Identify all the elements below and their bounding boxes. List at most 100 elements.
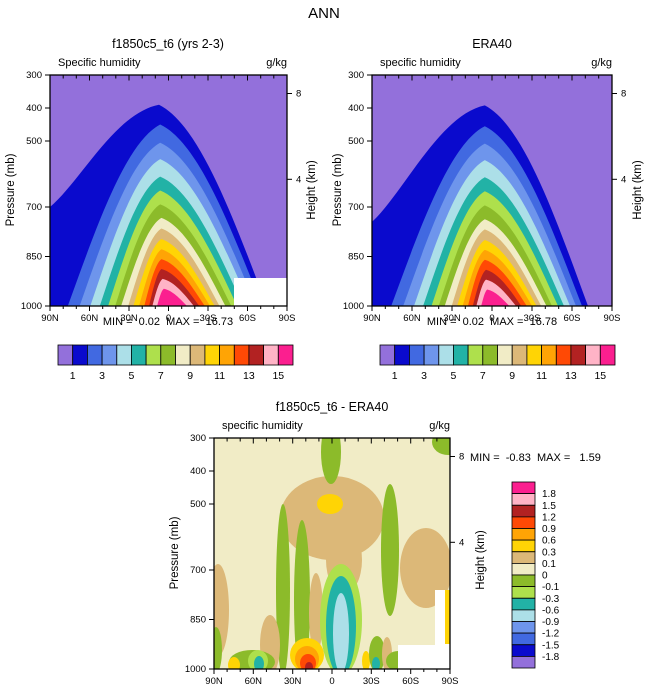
model-panel: 90N 60N 30N 0 30S 60S 90S 300 400 500 700 850 1000 8 4 (21, 70, 301, 324)
diff-panel: 90N 60N 30N 0 30S 60S 90S 300 400 500 700 850 1000 8 4 (185, 433, 464, 687)
colorbar-cell (263, 344, 279, 366)
diff-anomaly-blob (309, 573, 323, 653)
colorbar-label: 11 (214, 370, 225, 382)
colorbar-cell (219, 344, 235, 366)
colorbar-cell (511, 632, 536, 646)
height-tick-label: 4 (296, 175, 301, 186)
pressure-tick-label: 500 (26, 136, 42, 147)
diff-anomaly-blob (372, 657, 380, 669)
colorbar-label: 3 (421, 370, 427, 382)
colorbar-cell (379, 344, 396, 366)
colorbar-cell (585, 344, 601, 366)
lat-tick-label: 30S (363, 676, 380, 687)
lat-tick-label: 90N (41, 313, 59, 324)
colorbar-label: 0 (542, 571, 548, 582)
colorbar-cell (511, 574, 536, 588)
lat-tick-label: 90N (363, 313, 381, 324)
colorbar-cell (277, 344, 294, 366)
pressure-tick-label: 1000 (343, 301, 364, 312)
colorbar-horizontal: 1 3 5 7 9 11 13 15 (379, 344, 616, 382)
lat-tick-label: 90S (279, 313, 296, 324)
colorbar-label: 1 (392, 370, 398, 382)
colorbar-cell (233, 344, 250, 366)
diff-anomaly-blob (333, 593, 349, 669)
era40-minmax-text: MIN = 0.02 MAX = 16.78 (426, 316, 558, 328)
era40-panel-title: ERA40 (472, 37, 512, 51)
colorbar-label: 3 (99, 370, 105, 382)
colorbar-cell (511, 621, 536, 634)
diff-anomaly-rect (445, 590, 450, 644)
era40-field (372, 75, 612, 306)
colorbar-cell (453, 344, 469, 366)
colorbar-label: -0.6 (542, 605, 560, 616)
colorbar-label: 5 (450, 370, 456, 382)
colorbar-label: 1 (70, 370, 76, 382)
colorbar-cell (248, 344, 264, 366)
lat-tick-label: 90S (442, 676, 459, 687)
lat-tick-label: 60N (81, 313, 99, 324)
lat-tick-label: 30N (443, 313, 461, 324)
diff-anomaly-blob (228, 657, 240, 669)
pressure-tick-label: 300 (190, 433, 206, 444)
lat-tick-label: 60N (403, 313, 421, 324)
colorbar-cell (511, 528, 536, 541)
diff-pressure-axis-label: Pressure (mb) (169, 516, 181, 590)
colorbar-cell (423, 344, 440, 366)
lat-tick-label: 60N (245, 676, 263, 687)
colorbar-cell (116, 344, 132, 366)
diff-anomaly-blob (305, 662, 313, 669)
pressure-tick-label: 400 (348, 103, 364, 114)
lat-tick-label: 0 (489, 313, 494, 324)
diff-units-label: g/kg (429, 420, 450, 432)
colorbar-vertical: 1.81.51.20.90.60.30.10-0.1-0.3-0.6-0.9-1… (511, 481, 560, 669)
colorbar-cell (145, 344, 162, 366)
main-title: ANN (308, 5, 340, 22)
diff-anomaly-blob (321, 438, 341, 484)
pressure-tick-label: 400 (26, 103, 42, 114)
height-tick-label: 8 (621, 89, 626, 100)
colorbar-cell (511, 344, 528, 366)
height-tick-label: 8 (296, 89, 301, 100)
colorbar-label: -1.2 (542, 629, 560, 640)
colorbar-cell (497, 344, 513, 366)
model-border (49, 74, 288, 307)
pressure-tick-label: 1000 (21, 301, 42, 312)
colorbar-label: 15 (272, 370, 284, 382)
pressure-tick-label: 850 (348, 252, 364, 263)
colorbar-cell (467, 344, 484, 366)
colorbar-label: 9 (509, 370, 515, 382)
lat-tick-label: 90S (604, 313, 621, 324)
colorbar-cell (204, 344, 220, 366)
model-minmax-text: MIN = 0.02 MAX = 16.73 (102, 316, 234, 328)
colorbar-label: -1.8 (542, 652, 560, 663)
era40-field-label: specific humidity (380, 57, 461, 69)
colorbar-label: 11 (536, 370, 547, 382)
lat-tick-label: 0 (329, 676, 334, 687)
colorbar-cell (511, 586, 536, 599)
colorbar-cell (511, 597, 536, 611)
colorbar-horizontal: 1 3 5 7 9 11 13 15 (57, 344, 294, 382)
colorbar-cell (511, 644, 536, 657)
colorbar-cell (438, 344, 454, 366)
colorbar-label: 15 (594, 370, 606, 382)
diff-anomaly-blob (276, 504, 290, 669)
colorbar-label: 5 (128, 370, 134, 382)
colorbar-label: 9 (187, 370, 193, 382)
diff-anomaly-blob (381, 484, 399, 616)
height-tick-label: 8 (459, 452, 464, 463)
height-tick-label: 4 (459, 538, 464, 549)
colorbar-label: -0.9 (542, 617, 560, 628)
lat-tick-label: 30N (120, 313, 138, 324)
model-field-label: Specific humidity (58, 57, 141, 69)
diff-height-axis-label: Height (km) (475, 530, 487, 590)
pressure-tick-label: 400 (190, 466, 206, 477)
pressure-tick-label: 700 (190, 565, 206, 576)
diff-anomaly-blob (294, 520, 310, 669)
pressure-tick-label: 300 (26, 70, 42, 81)
colorbar-label: 13 (565, 370, 577, 382)
colorbar-cell (511, 504, 536, 518)
colorbar-cell (511, 493, 536, 506)
colorbar-cell (86, 344, 103, 366)
